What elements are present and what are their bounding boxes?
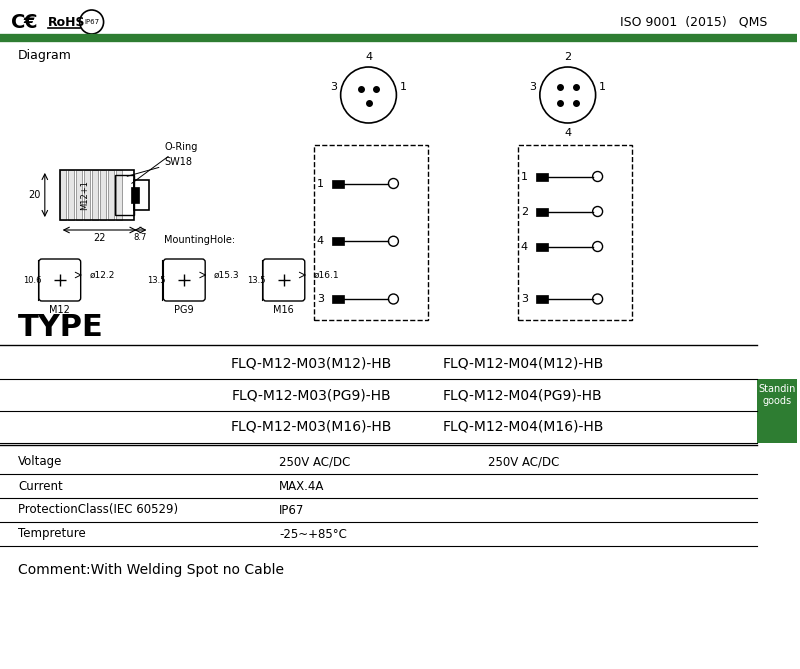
Bar [134,180,150,210]
Text: TYPE: TYPE [18,312,104,341]
Text: 4: 4 [317,236,324,246]
Bar [115,170,122,220]
Bar [131,187,139,203]
Text: FLQ-M12-M04(M12)-HB: FLQ-M12-M04(M12)-HB [442,356,603,370]
Text: 4: 4 [564,128,571,138]
Text: O-Ring: O-Ring [132,142,198,183]
Text: IP67: IP67 [84,19,99,25]
Bar [114,175,134,215]
Bar [332,295,344,303]
Text: IP67: IP67 [279,504,304,516]
Bar [84,170,90,220]
Text: FLQ-M12-M03(PG9)-HB: FLQ-M12-M03(PG9)-HB [231,388,391,402]
Bar [60,170,66,220]
Bar [536,295,548,303]
Text: C: C [10,13,25,31]
Text: 1: 1 [400,82,407,92]
Bar [757,379,797,443]
Bar [536,173,548,181]
Text: FLQ-M12-M03(M16)-HB: FLQ-M12-M03(M16)-HB [230,420,392,434]
Text: 2: 2 [564,52,571,62]
Bar [107,170,114,220]
Bar [76,170,82,220]
Bar [60,170,134,220]
Text: RoHS: RoHS [48,15,86,29]
Bar [68,170,74,220]
Text: Diagram: Diagram [18,48,72,62]
Text: 4: 4 [365,52,372,62]
Text: 10.6: 10.6 [22,276,41,284]
Text: Voltage: Voltage [18,456,62,468]
Bar [536,242,548,250]
Text: 3: 3 [521,294,528,304]
Bar [92,170,98,220]
Text: 22: 22 [94,233,106,243]
Text: 13.5: 13.5 [147,276,166,284]
Bar [332,179,344,187]
Text: ISO 9001  (2015)   QMS: ISO 9001 (2015) QMS [619,15,767,29]
Text: MAX.4A: MAX.4A [279,480,324,492]
Text: 20: 20 [29,190,41,200]
Text: €: € [23,13,37,31]
Bar [536,207,548,215]
Text: FLQ-M12-M03(M12)-HB: FLQ-M12-M03(M12)-HB [230,356,392,370]
Text: SW18: SW18 [127,157,192,176]
Text: M12+1: M12+1 [80,180,89,210]
Bar [332,237,344,246]
Text: 13.5: 13.5 [246,276,266,284]
Text: Comment:With Welding Spot no Cable: Comment:With Welding Spot no Cable [18,563,284,577]
Text: PG9: PG9 [174,305,194,315]
Text: 3: 3 [330,82,337,92]
Bar [100,170,106,220]
Text: 1: 1 [599,82,606,92]
Text: M12: M12 [50,305,70,315]
Text: -25~+85°C: -25~+85°C [279,527,346,541]
Text: 2: 2 [521,207,528,217]
Text: ProtectionClass(IEC 60529): ProtectionClass(IEC 60529) [18,504,178,516]
Text: 1: 1 [521,171,528,181]
Text: 1: 1 [317,179,324,189]
Text: FLQ-M12-M04(PG9)-HB: FLQ-M12-M04(PG9)-HB [443,388,602,402]
Text: FLQ-M12-M04(M16)-HB: FLQ-M12-M04(M16)-HB [442,420,603,434]
Text: ø12.2: ø12.2 [90,270,115,280]
Text: MountingHole:: MountingHole: [164,235,235,245]
Text: ø16.1: ø16.1 [314,270,339,280]
Text: Standin
goods: Standin goods [758,384,795,406]
Text: Tempreture: Tempreture [18,527,86,541]
Text: Current: Current [18,480,62,492]
Text: 4: 4 [521,242,528,252]
Text: M16: M16 [274,305,294,315]
Text: 250V AC/DC: 250V AC/DC [488,456,559,468]
Text: 3: 3 [317,294,324,304]
Text: 3: 3 [530,82,536,92]
Text: 250V AC/DC: 250V AC/DC [279,456,350,468]
Text: 8.7: 8.7 [134,233,147,242]
Text: ø15.3: ø15.3 [214,270,240,280]
